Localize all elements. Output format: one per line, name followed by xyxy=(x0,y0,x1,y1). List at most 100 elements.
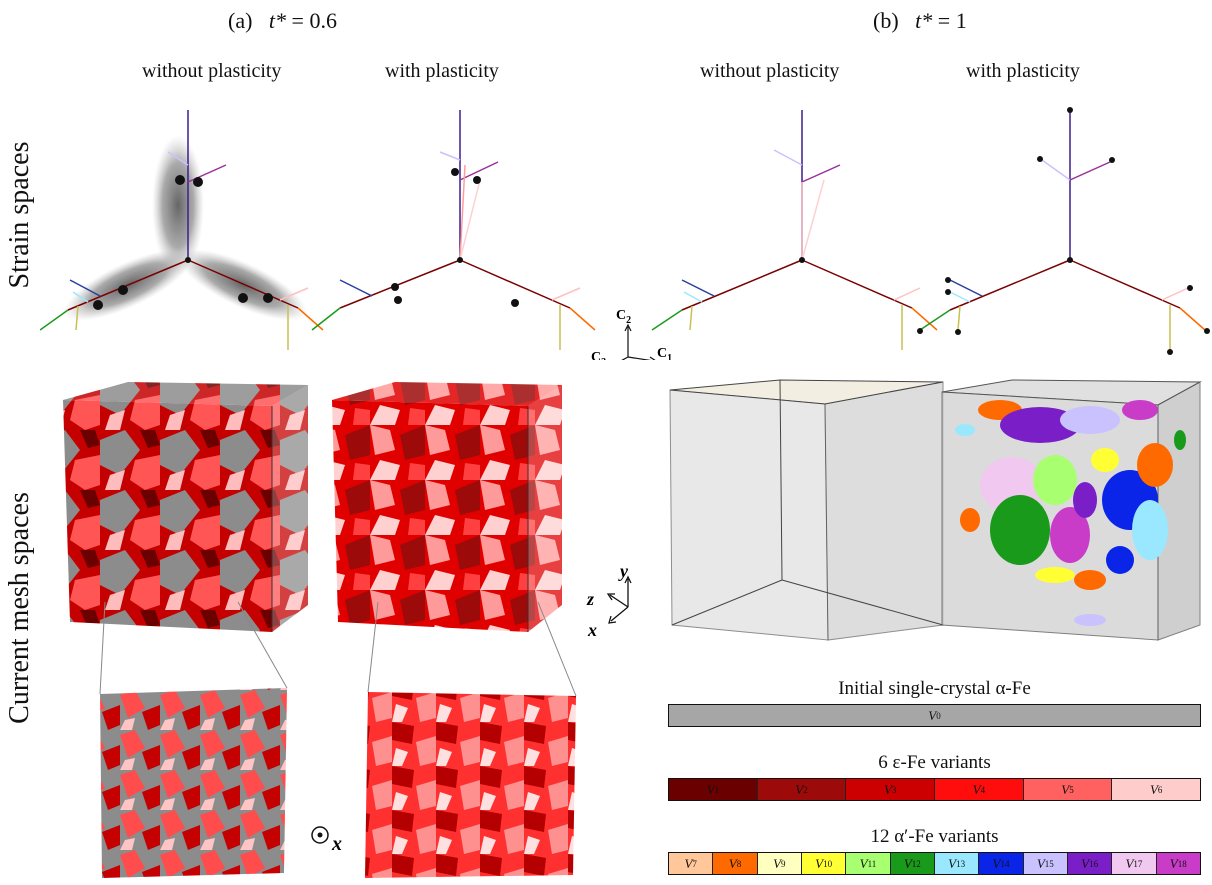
legend-cell-v18: V 18 xyxy=(1156,853,1200,874)
legend-cell-symbol: V xyxy=(948,855,957,871)
legend-eps-title: 6 ε-Fe variants xyxy=(878,752,991,773)
legend-cell-symbol: V xyxy=(684,855,693,871)
column-title-1: without plasticity xyxy=(142,60,282,82)
mesh-cube-1-no-plasticity xyxy=(63,382,308,632)
xyz-axis-triad xyxy=(606,575,632,624)
legend-cell-symbol: V xyxy=(972,781,981,797)
legend-cell-index: 14 xyxy=(1000,858,1010,869)
row-label-strain-wrap: Strain spaces xyxy=(0,115,40,315)
legend-cell-symbol: V xyxy=(1081,855,1090,871)
legend-cell-symbol: V xyxy=(1036,855,1045,871)
legend-cell-index: 4 xyxy=(980,784,986,795)
legend-cell-v14: V 14 xyxy=(979,853,1024,874)
legend-cell-index: 2 xyxy=(803,784,808,795)
legend-cell-v11: V 11 xyxy=(846,853,891,874)
legend-cell-symbol: V xyxy=(815,855,824,871)
strain-space-figures: C2 C3 C1 xyxy=(40,107,1210,360)
legend-cell-index: 12 xyxy=(911,858,921,869)
legend-cell-index: 18 xyxy=(1177,858,1187,869)
legend-initial-title: Initial single-crystal α-Fe xyxy=(838,678,1031,699)
odot-x-symbol xyxy=(311,826,329,844)
legend-cell-symbol: V xyxy=(928,707,937,723)
panel-a-header: (a) t* = 0.6 xyxy=(228,8,337,34)
axis-c1-label: C1 xyxy=(657,346,672,360)
legend-cell-index: 10 xyxy=(823,858,833,869)
mesh-slice-1 xyxy=(100,688,287,878)
column-title-2: with plasticity xyxy=(385,60,499,82)
legend-alpha-bar: V 7 V 8 V 9 V 10 V 11 V 12 V 13 V 14 V 15 V 16 V 17 V 18 xyxy=(668,852,1201,875)
legend-cell-index: 7 xyxy=(692,858,697,869)
mesh-figures-a: x y z x xyxy=(63,382,632,878)
legend-cell-v13: V 13 xyxy=(934,853,980,874)
zoom-connectors xyxy=(99,601,577,697)
legend-cell-symbol: V xyxy=(859,855,868,871)
legend-cell-v15: V 15 xyxy=(1023,853,1068,874)
legend-cell-index: 6 xyxy=(1157,784,1163,795)
legend-cell-v12: V 12 xyxy=(890,853,935,874)
legend-cell-symbol: V xyxy=(903,855,912,871)
legend-cell-index: 5 xyxy=(1069,784,1074,795)
axis-y-label: y xyxy=(618,561,629,581)
strain-diagram-1 xyxy=(40,110,324,350)
legend-cell-index: 13 xyxy=(956,858,966,869)
legend-cell-symbol: V xyxy=(1149,781,1158,797)
legend-cell-index: 8 xyxy=(736,858,742,869)
panel-b-time-symbol: t* xyxy=(915,8,933,33)
legend-cell-index: 0 xyxy=(936,710,941,721)
row-label-mesh: Current mesh spaces xyxy=(4,492,35,724)
legend-cell-symbol: V xyxy=(1169,855,1178,871)
panel-b-header: (b) t* = 1 xyxy=(873,8,967,34)
legend-cell-symbol: V xyxy=(883,781,892,797)
axis-c2-label: C2 xyxy=(616,308,631,326)
panel-b-label: (b) xyxy=(873,8,899,33)
panel-a-label: (a) xyxy=(228,8,253,33)
legend-cell-symbol: V xyxy=(706,781,715,797)
legend-cell-v16: V 16 xyxy=(1067,853,1113,874)
legend-alpha-title: 12 α′-Fe variants xyxy=(870,826,999,847)
panel-a-time-symbol: t* xyxy=(268,8,287,33)
strain-diagram-3 xyxy=(651,110,938,350)
legend-cell-index: 17 xyxy=(1133,858,1143,869)
mesh-cube-2-with-plasticity xyxy=(332,382,562,632)
legend-cell-index: 15 xyxy=(1044,858,1054,869)
legend-cell-index: 16 xyxy=(1089,858,1099,869)
legend-cell-symbol: V xyxy=(1061,781,1070,797)
legend-cell-symbol: V xyxy=(1125,855,1134,871)
strain-lines xyxy=(40,110,324,350)
row-label-mesh-wrap: Current mesh spaces xyxy=(0,420,40,800)
legend-cell-symbol: V xyxy=(773,855,782,871)
alpha-grains xyxy=(955,400,1186,626)
strain-axis-triad xyxy=(621,323,656,360)
legend-cell-index: 11 xyxy=(867,858,877,869)
axis-z-label: z xyxy=(586,589,594,609)
row-label-strain: Strain spaces xyxy=(4,141,35,289)
mesh-figures-b xyxy=(669,379,1202,641)
legend-cell-v10: V 10 xyxy=(801,853,847,874)
strain-diagram-2 xyxy=(311,110,596,350)
axis-c3-label: C3 xyxy=(591,350,606,360)
legend-cell-symbol: V xyxy=(795,781,804,797)
legend-cell-index: 3 xyxy=(891,784,897,795)
mesh-slice-2 xyxy=(365,692,576,878)
legend-cell-index: 9 xyxy=(781,858,786,869)
column-title-4: with plasticity xyxy=(966,60,1080,82)
panel-a-time-value: = 0.6 xyxy=(286,8,337,33)
axis-x-label: x xyxy=(587,620,597,640)
legend-cell-symbol: V xyxy=(728,855,737,871)
mesh-cube-4-alpha-variants xyxy=(941,379,1202,641)
legend-cell-index: 1 xyxy=(714,784,720,795)
legend-cell-v17: V 17 xyxy=(1112,853,1157,874)
legend-cell-symbol: V xyxy=(992,855,1001,871)
